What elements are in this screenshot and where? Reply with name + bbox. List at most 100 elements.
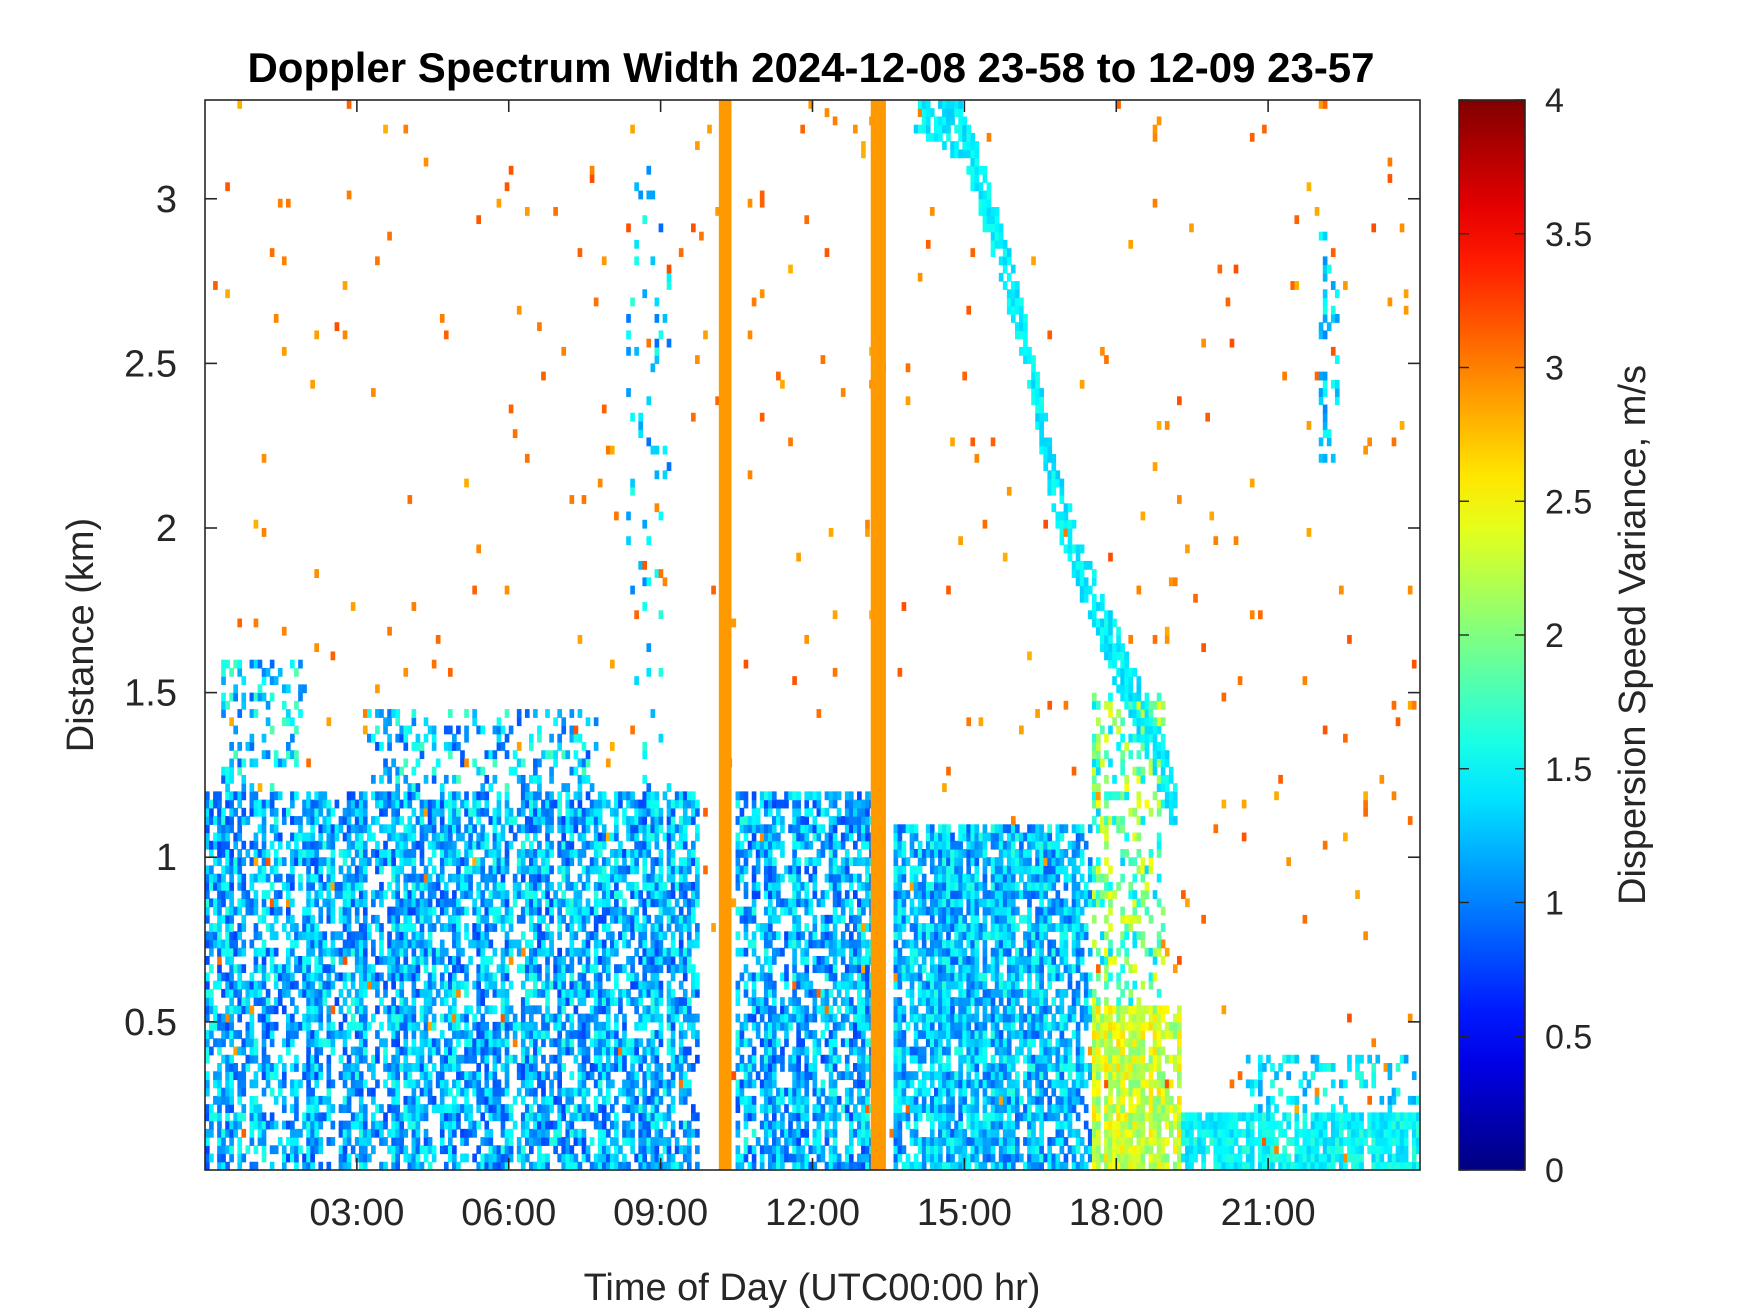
heatmap-cell <box>763 1046 769 1056</box>
heatmap-cell <box>743 923 749 932</box>
heatmap-cell <box>500 956 506 965</box>
heatmap-cell <box>476 939 481 949</box>
heatmap-cell <box>298 988 303 998</box>
heatmap-cell <box>792 931 797 941</box>
heatmap-cell <box>731 618 737 628</box>
heatmap-cell <box>642 947 648 957</box>
heatmap-cell <box>767 964 773 974</box>
heatmap-cell <box>581 939 587 949</box>
heatmap-cell <box>330 651 336 661</box>
heatmap-cell <box>476 931 481 941</box>
heatmap-cell <box>269 725 275 735</box>
heatmap-cell <box>310 997 315 1006</box>
heatmap-cell <box>407 1112 413 1122</box>
heatmap-cell <box>496 1153 502 1163</box>
heatmap-cell <box>302 849 307 858</box>
heatmap-cell <box>670 799 676 809</box>
heatmap-cell <box>792 972 797 982</box>
heatmap-cell <box>767 1013 773 1023</box>
heatmap-cell <box>840 873 846 883</box>
heatmap-cell <box>743 824 749 834</box>
heatmap-cell <box>662 445 668 455</box>
heatmap-cell <box>541 1137 546 1146</box>
heatmap-cell <box>468 1054 473 1064</box>
heatmap-cell <box>840 997 846 1006</box>
heatmap-cell <box>545 923 550 932</box>
heatmap-cell <box>735 849 741 858</box>
heatmap-cell <box>241 939 247 949</box>
heatmap-cell <box>788 1128 793 1138</box>
heatmap-cell <box>553 1013 558 1023</box>
heatmap-cell <box>816 956 822 965</box>
heatmap-cell <box>379 881 384 891</box>
heatmap-cell <box>553 799 558 809</box>
heatmap-cell <box>695 1054 700 1064</box>
heatmap-cell <box>492 750 498 760</box>
heatmap-cell <box>516 1087 522 1097</box>
heatmap-cell <box>642 1095 648 1105</box>
heatmap-cell <box>581 1063 587 1072</box>
heatmap-cell <box>828 1145 834 1155</box>
heatmap-cell <box>533 709 538 718</box>
heatmap-cell <box>273 873 279 883</box>
heatmap-cell <box>861 1079 866 1089</box>
heatmap-cell <box>261 1021 267 1031</box>
heatmap-cell <box>423 1137 429 1146</box>
heatmap-cell <box>427 840 433 850</box>
heatmap-cell <box>654 914 660 924</box>
heatmap-cell <box>820 1104 826 1113</box>
heatmap-cell <box>678 1095 684 1105</box>
heatmap-cell <box>804 964 810 974</box>
heatmap-cell <box>658 816 664 825</box>
heatmap-cell <box>257 807 263 817</box>
heatmap-cell <box>788 1013 793 1023</box>
heatmap-cell <box>322 1095 328 1105</box>
heatmap-cell <box>569 832 575 842</box>
heatmap-cell <box>229 881 234 891</box>
heatmap-cell <box>545 1137 550 1146</box>
heatmap-cell <box>597 478 603 488</box>
heatmap-cell <box>407 890 413 899</box>
heatmap-cell <box>294 931 299 941</box>
heatmap-cell <box>796 832 801 842</box>
heatmap-cell <box>792 849 797 858</box>
heatmap-cell <box>456 898 461 908</box>
heatmap-cell <box>362 799 368 809</box>
heatmap-cell <box>403 972 409 982</box>
heatmap-cell <box>630 1071 635 1081</box>
heatmap-cell <box>545 1161 550 1171</box>
heatmap-cell <box>281 988 287 998</box>
heatmap-cell <box>682 1071 688 1081</box>
heatmap-cell <box>269 1030 275 1039</box>
heatmap-cell <box>383 1079 388 1089</box>
heatmap-cell <box>597 816 603 825</box>
heatmap-cell <box>524 956 530 965</box>
heatmap-cell <box>848 1038 854 1048</box>
heatmap-cell <box>326 914 332 924</box>
heatmap-cell <box>452 1030 457 1039</box>
heatmap-cell <box>273 890 279 899</box>
heatmap-cell <box>362 906 368 916</box>
heatmap-cell <box>504 816 510 825</box>
heatmap-cell <box>375 1128 380 1138</box>
heatmap-cell <box>241 700 247 710</box>
heatmap-cell <box>812 1030 818 1039</box>
heatmap-cell <box>443 1013 449 1023</box>
heatmap-cell <box>529 1063 534 1072</box>
heatmap-cell <box>423 1063 429 1072</box>
heatmap-cell <box>488 816 494 825</box>
heatmap-cell <box>605 1112 611 1122</box>
heatmap-cell <box>642 1137 648 1146</box>
heatmap-cell <box>658 964 664 974</box>
heatmap-cell <box>318 956 324 965</box>
heatmap-cell <box>383 1054 388 1064</box>
heatmap-cell <box>796 914 801 924</box>
heatmap-cell <box>314 964 319 974</box>
heatmap-cell <box>460 1153 465 1163</box>
heatmap-cell <box>622 1087 627 1097</box>
heatmap-cell <box>358 1112 364 1122</box>
heatmap-cell <box>780 1095 785 1105</box>
heatmap-cell <box>452 988 457 998</box>
heatmap-cell <box>367 857 372 867</box>
heatmap-cell <box>213 873 218 883</box>
